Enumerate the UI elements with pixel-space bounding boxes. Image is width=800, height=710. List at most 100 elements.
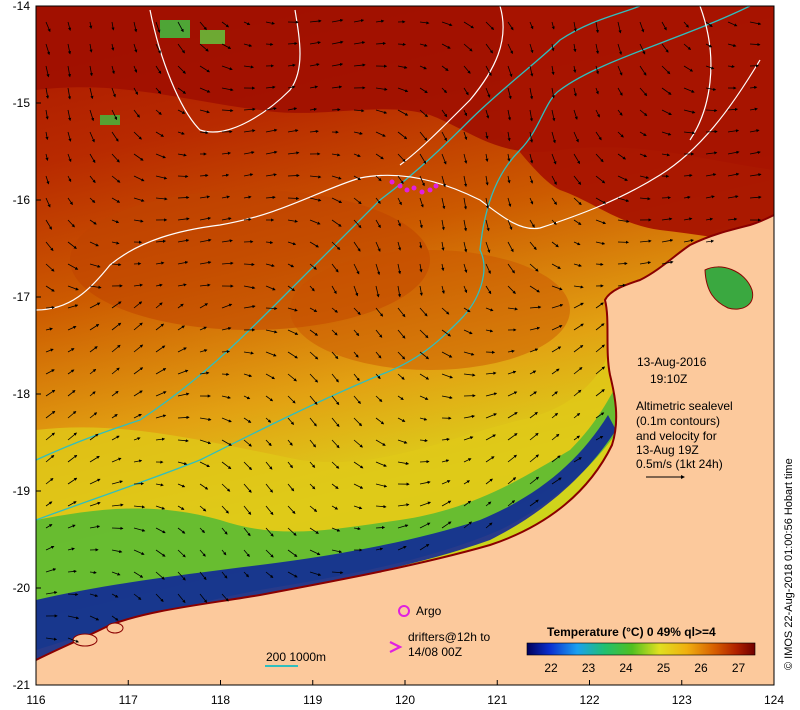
velocity-arrow bbox=[111, 503, 124, 507]
velocity-arrow bbox=[199, 216, 212, 221]
velocity-arrow bbox=[111, 65, 115, 75]
velocity-arrow bbox=[749, 150, 761, 155]
velocity-arrow bbox=[89, 285, 102, 289]
velocity-arrow bbox=[177, 439, 189, 443]
argo-legend-symbol bbox=[398, 605, 410, 617]
velocity-arrow bbox=[89, 615, 100, 621]
velocity-arrow bbox=[331, 197, 343, 203]
velocity-arrow bbox=[529, 411, 538, 419]
velocity-arrow bbox=[463, 175, 468, 188]
velocity-arrow bbox=[199, 593, 208, 603]
longitude-axis: 116 117 118 119 120 121 122 123 124 bbox=[26, 680, 784, 707]
velocity-arrow bbox=[221, 108, 234, 113]
velocity-arrow bbox=[221, 239, 233, 243]
velocity-arrow bbox=[177, 527, 186, 534]
velocity-arrow bbox=[573, 457, 582, 463]
velocity-arrow bbox=[639, 109, 648, 117]
velocity-arrow bbox=[397, 42, 406, 46]
velocity-arrow bbox=[331, 85, 343, 89]
velocity-arrow bbox=[155, 483, 164, 487]
velocity-arrow bbox=[133, 344, 144, 353]
velocity-arrow bbox=[661, 21, 667, 31]
velocity-arrow bbox=[199, 349, 208, 353]
velocity-arrow bbox=[199, 109, 210, 114]
velocity-arrow bbox=[375, 241, 381, 252]
velocity-arrow bbox=[485, 329, 494, 333]
velocity-arrow bbox=[507, 412, 518, 419]
velocity-arrow bbox=[243, 217, 252, 222]
velocity-arrow bbox=[331, 263, 339, 273]
velocity-arrow bbox=[639, 239, 652, 243]
velocity-arrow bbox=[463, 21, 475, 29]
velocity-arrow bbox=[463, 219, 468, 232]
velocity-arrow bbox=[221, 326, 232, 331]
velocity-arrow bbox=[375, 109, 388, 114]
lon-tick-label: 116 bbox=[26, 693, 45, 707]
velocity-arrow bbox=[45, 65, 50, 78]
velocity-arrow bbox=[705, 195, 715, 199]
velocity-arrow bbox=[155, 437, 166, 441]
velocity-arrow bbox=[309, 285, 315, 292]
velocity-arrow bbox=[287, 219, 299, 223]
velocity-arrow bbox=[67, 87, 72, 100]
velocity-arrow bbox=[177, 347, 187, 353]
velocity-arrow bbox=[353, 241, 361, 252]
velocity-arrow bbox=[45, 131, 49, 141]
velocity-arrow bbox=[89, 346, 98, 353]
velocity-arrow bbox=[463, 373, 476, 377]
velocity-arrow bbox=[485, 501, 492, 507]
velocity-arrow bbox=[397, 439, 408, 444]
velocity-arrow bbox=[529, 348, 539, 353]
velocity-arrow bbox=[529, 476, 540, 485]
velocity-arrow bbox=[45, 219, 52, 230]
velocity-arrow bbox=[441, 351, 453, 358]
velocity-arrow bbox=[177, 195, 190, 200]
velocity-arrow bbox=[67, 410, 77, 419]
velocity-arrow bbox=[529, 197, 534, 205]
velocity-arrow bbox=[463, 351, 475, 356]
velocity-arrow bbox=[199, 439, 212, 445]
drifter-marker bbox=[389, 179, 395, 185]
velocity-arrow bbox=[111, 43, 115, 51]
velocity-arrow bbox=[595, 323, 605, 331]
velocity-arrow bbox=[397, 307, 406, 318]
velocity-arrow bbox=[111, 131, 119, 142]
velocity-arrow bbox=[155, 527, 166, 534]
velocity-arrow bbox=[177, 238, 190, 243]
velocity-arrow bbox=[265, 571, 274, 579]
velocity-arrow bbox=[243, 262, 255, 267]
velocity-arrow bbox=[89, 455, 100, 463]
velocity-arrow bbox=[397, 417, 406, 422]
velocity-arrow bbox=[111, 615, 119, 621]
velocity-arrow bbox=[309, 527, 319, 534]
credit-text: © IMOS 22-Aug-2018 01:00:56 Hobart time bbox=[783, 458, 795, 670]
velocity-arrow bbox=[177, 415, 190, 420]
velocity-arrow bbox=[177, 505, 185, 510]
velocity-arrow bbox=[45, 369, 55, 375]
velocity-arrow bbox=[67, 241, 77, 249]
velocity-arrow bbox=[331, 570, 344, 575]
velocity-arrow bbox=[507, 285, 516, 295]
velocity-arrow bbox=[353, 461, 364, 469]
velocity-arrow bbox=[221, 593, 229, 602]
velocity-arrow bbox=[265, 128, 278, 133]
velocity-arrow bbox=[45, 410, 56, 419]
velocity-arrow bbox=[463, 500, 472, 507]
velocity-arrow bbox=[111, 197, 121, 203]
velocity-arrow bbox=[529, 370, 537, 375]
island bbox=[72, 633, 98, 647]
velocity-arrow bbox=[595, 241, 606, 245]
velocity-arrow bbox=[89, 131, 95, 143]
velocity-arrow bbox=[287, 151, 300, 155]
velocity-arrow bbox=[463, 153, 468, 164]
velocity-arrow bbox=[507, 65, 513, 78]
velocity-arrow bbox=[155, 391, 167, 397]
velocity-arrow bbox=[265, 439, 272, 447]
velocity-arrow bbox=[683, 87, 695, 93]
velocity-arrow bbox=[177, 65, 186, 74]
velocity-arrow bbox=[441, 175, 446, 188]
velocity-arrow bbox=[419, 21, 430, 25]
velocity-arrow bbox=[463, 307, 471, 313]
velocity-arrow bbox=[309, 373, 319, 383]
lon-tick-label: 121 bbox=[487, 693, 507, 707]
